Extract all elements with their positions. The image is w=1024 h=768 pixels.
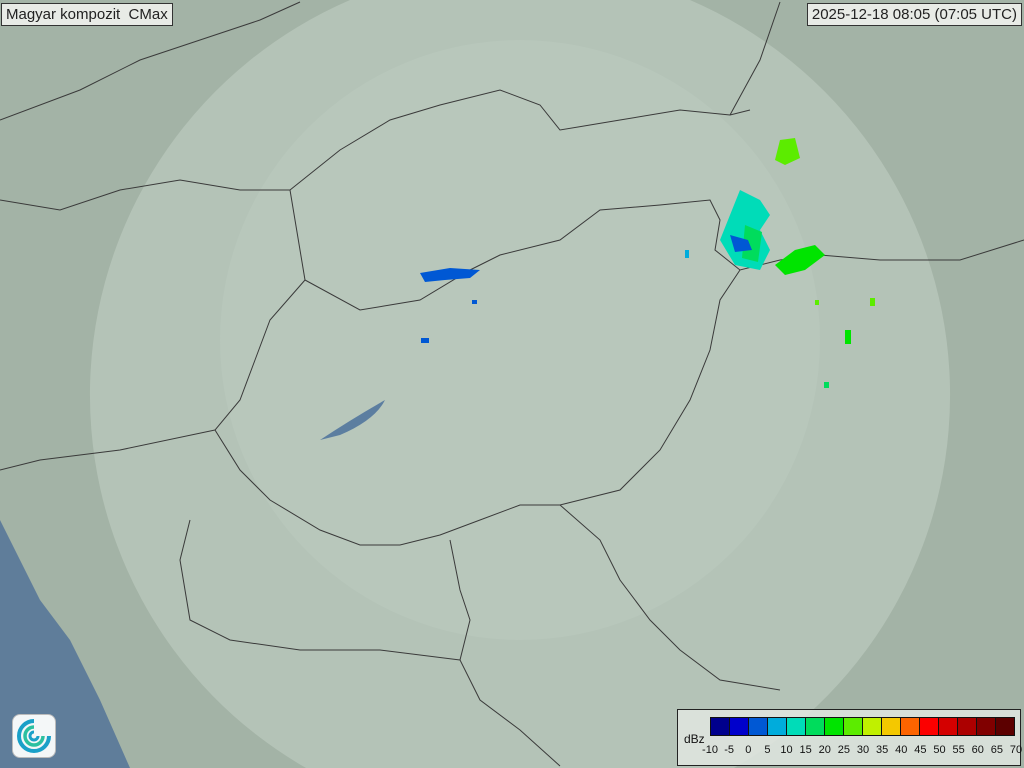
legend-tick-label: 20 xyxy=(818,744,831,756)
legend-swatch xyxy=(958,718,977,735)
legend-swatch xyxy=(882,718,901,735)
legend-swatch xyxy=(920,718,939,735)
product-title: Magyar kompozit CMax xyxy=(1,3,173,26)
radar-coverage-outer xyxy=(89,0,951,768)
weather-service-logo xyxy=(12,714,56,758)
legend-swatch xyxy=(768,718,787,735)
legend-tick-label: 30 xyxy=(856,744,870,756)
lake-balaton xyxy=(320,400,385,440)
legend-tick-label: 40 xyxy=(895,744,908,756)
legend-swatch xyxy=(749,718,768,735)
legend-tick-label: 25 xyxy=(837,744,850,756)
legend-swatch xyxy=(939,718,958,735)
legend-swatch xyxy=(711,718,730,735)
legend-tick-label: -10 xyxy=(702,744,718,756)
legend-tick-label: 45 xyxy=(914,744,927,756)
timestamp-label: 2025-12-18 08:05 (07:05 UTC) xyxy=(806,3,1022,26)
legend-swatch xyxy=(977,718,996,735)
legend-swatch xyxy=(825,718,844,735)
legend-tick-label: 60 xyxy=(971,744,984,756)
legend-swatch xyxy=(787,718,806,735)
legend-ticks: -10 -5 0 5 10 15 20 25 30 35 40 45 50 55 60 65 70 xyxy=(702,744,1022,760)
legend-swatch xyxy=(863,718,882,735)
legend-swatch xyxy=(730,718,749,735)
legend-tick-label: 35 xyxy=(876,744,889,756)
legend-swatch xyxy=(901,718,920,735)
legend-tick-label: 10 xyxy=(780,744,793,756)
legend-tick-label: 50 xyxy=(933,744,946,756)
legend-tick-label: 70 xyxy=(1009,744,1023,756)
radar-echoes xyxy=(420,138,875,388)
legend-tick-label: 55 xyxy=(952,744,965,756)
dbz-color-legend: dBz -10 -5 0 5 10 15 20 25 30 35 40 45 50 55 60 65 70 xyxy=(677,709,1022,766)
legend-tick-label: 65 xyxy=(990,744,1003,756)
legend-tick-label: -5 xyxy=(724,744,735,756)
legend-tick-label: 5 xyxy=(764,744,771,756)
legend-unit: dBz xyxy=(684,732,705,746)
radar-coverage-inner xyxy=(220,40,820,640)
adriatic-sea xyxy=(0,520,130,768)
legend-tick-label: 0 xyxy=(745,744,752,756)
swirl-icon xyxy=(17,719,51,753)
legend-swatch xyxy=(844,718,863,735)
legend-swatch xyxy=(996,718,1014,735)
legend-color-bar xyxy=(710,717,1015,736)
legend-swatch xyxy=(806,718,825,735)
legend-tick-label: 15 xyxy=(799,744,812,756)
